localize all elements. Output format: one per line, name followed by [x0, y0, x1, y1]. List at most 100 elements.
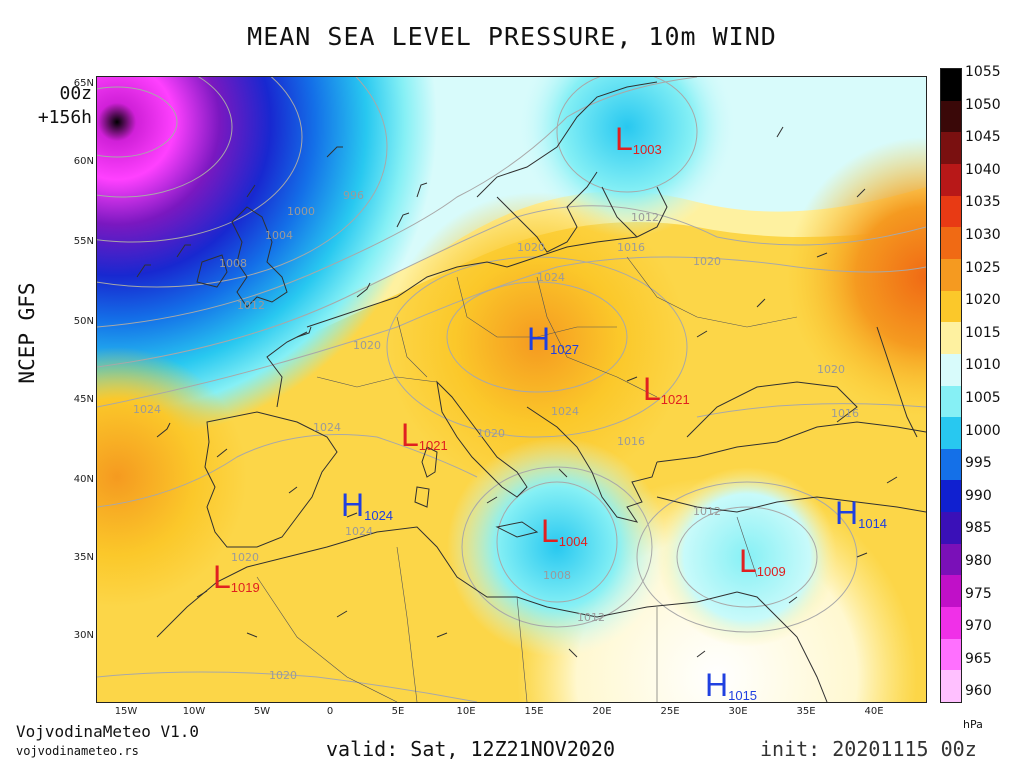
colorbar-segment	[941, 69, 961, 102]
colorbar-tick: 1025	[965, 259, 1001, 276]
center-value: 1019	[230, 580, 260, 595]
isobar-label: 1012	[577, 611, 605, 624]
pressure-center: H1015	[705, 667, 757, 703]
colorbar-tick: 965	[965, 650, 992, 667]
brand-site[interactable]: vojvodinameteo.rs	[16, 744, 139, 758]
lon-label: 10E	[456, 706, 476, 717]
lon-label: 5W	[253, 706, 271, 717]
colorbar-tick: 1045	[965, 129, 1001, 146]
colorbar-tick: 1040	[965, 161, 1001, 178]
colorbar-segment	[941, 417, 961, 450]
lat-label: 50N	[73, 316, 94, 327]
colorbar-segment	[941, 132, 961, 165]
colorbar-tick: 1020	[965, 292, 1001, 309]
center-value: 1021	[660, 392, 690, 407]
isobar-label: 1024	[551, 405, 579, 418]
lon-label: 10W	[182, 706, 206, 717]
run-hour: 00z	[59, 83, 92, 104]
isobar-label: 1020	[477, 427, 505, 440]
isobar-label: 1020	[693, 255, 721, 268]
isobar-label: 1012	[693, 505, 721, 518]
colorbar	[940, 68, 962, 703]
colorbar-tick: 1030	[965, 227, 1001, 243]
isobar-label: 996	[343, 189, 364, 202]
run-info: 00z +156h	[2, 82, 92, 130]
center-letter: H	[705, 667, 729, 703]
center-value: 1014	[858, 516, 888, 531]
colorbar-tick: 960	[965, 683, 992, 700]
pressure-center: L1021	[643, 373, 690, 412]
lon-label: 35E	[796, 706, 816, 717]
pressure-center: L1009	[739, 545, 786, 584]
center-value: 1021	[418, 438, 448, 453]
pressure-center: H1024	[341, 489, 393, 528]
colorbar-segment	[941, 670, 961, 703]
center-letter: H	[835, 495, 859, 531]
center-letter: L	[643, 371, 661, 407]
model-label: NCEP GFS	[15, 282, 39, 384]
center-value: 1003	[632, 142, 662, 157]
isobar-label: 1020	[817, 363, 845, 376]
isobar-label: 1024	[313, 421, 341, 434]
center-value: 1027	[550, 342, 580, 357]
isobar-label: 1020	[353, 339, 381, 352]
lon-label: 25E	[660, 706, 680, 717]
colorbar-segment	[941, 575, 961, 608]
colorbar-tick: 975	[965, 585, 992, 602]
isobar-label: 1024	[537, 271, 565, 284]
colorbar-segment	[941, 607, 961, 640]
center-letter: H	[527, 321, 551, 357]
colorbar-segment	[941, 480, 961, 513]
colorbar-segment	[941, 353, 961, 386]
isobar-label: 1004	[265, 229, 293, 242]
colorbar-tick: 1015	[965, 324, 1001, 341]
lon-label: 0	[326, 706, 334, 717]
lat-label: 30N	[73, 630, 94, 641]
lon-label: 40E	[864, 706, 884, 717]
pressure-map: L1003 H1027 L1021 L1021 H1024 L1004 L100…	[96, 76, 927, 703]
lat-label: 55N	[73, 236, 94, 247]
isobar-label: 1008	[543, 569, 571, 582]
colorbar-segment	[941, 258, 961, 292]
isobar-label: 1024	[133, 403, 161, 416]
lat-label: 65N	[73, 78, 94, 89]
lat-label: 45N	[73, 394, 94, 405]
pressure-center: H1014	[835, 497, 887, 536]
pressure-center: L1003	[615, 123, 662, 162]
colorbar-tick: 1055	[965, 64, 1001, 80]
pressure-center: L1021	[401, 419, 448, 458]
colorbar-tick: 980	[965, 553, 992, 569]
isobar-label: 1016	[617, 241, 645, 254]
isobar-label: 1024	[345, 525, 373, 538]
center-letter: L	[401, 417, 419, 453]
colorbar-segment	[941, 385, 961, 418]
center-letter: L	[213, 559, 231, 595]
lon-label: 5E	[391, 706, 405, 717]
pressure-center: L1004	[541, 515, 588, 554]
isobar-label: 1012	[631, 211, 659, 224]
colorbar-segment	[941, 100, 961, 133]
colorbar-segment	[941, 163, 961, 197]
colorbar-tick: 985	[965, 520, 992, 537]
center-value: 1024	[364, 508, 394, 523]
lon-label: 20E	[592, 706, 612, 717]
forecast-step: +156h	[37, 107, 92, 128]
isobar-label: 1000	[287, 205, 315, 218]
colorbar-tick: 1000	[965, 422, 1001, 439]
lat-label: 35N	[73, 552, 94, 563]
colorbar-segment	[941, 512, 961, 545]
colorbar-tick: 1050	[965, 96, 1001, 113]
brand-name: VojvodinaMeteo V1.0	[16, 722, 200, 741]
lat-label: 40N	[73, 474, 94, 485]
lat-label: 60N	[73, 156, 94, 167]
chart-title: MEAN SEA LEVEL PRESSURE, 10m WIND	[247, 22, 777, 51]
colorbar-tick: 990	[965, 487, 992, 504]
isobar-label: 1020	[517, 241, 545, 254]
colorbar-segment	[941, 638, 961, 671]
colorbar-tick: 1005	[965, 390, 1001, 406]
center-letter: L	[541, 513, 559, 549]
center-letter: L	[739, 543, 757, 579]
valid-time: valid: Sat, 12Z21NOV2020	[326, 737, 615, 761]
colorbar-unit: hPa	[963, 718, 983, 731]
center-value: 1009	[756, 564, 786, 579]
